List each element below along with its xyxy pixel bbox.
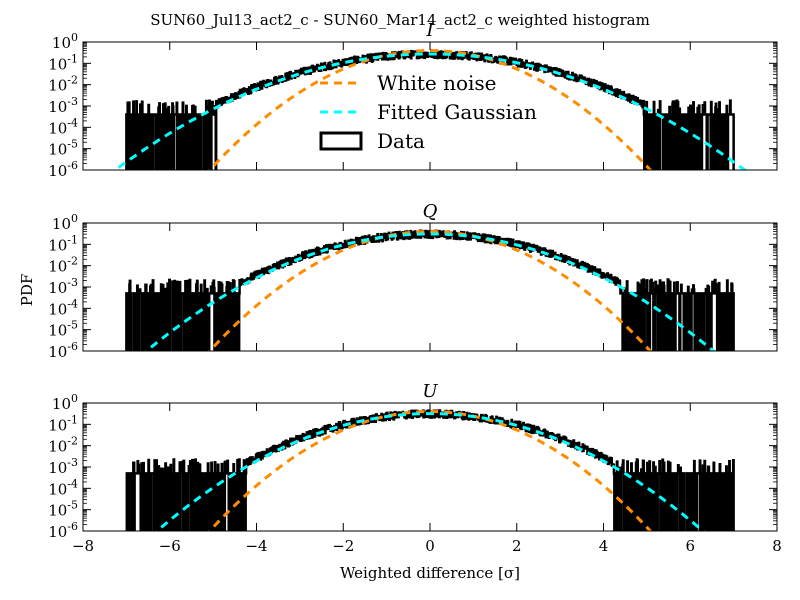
y-axis-label: PDF [18,274,36,307]
panel-title: I [425,20,434,41]
white-noise-curve [207,410,653,531]
x-tick-label: 8 [772,537,782,555]
legend-fitted-gaussian-label: Fitted Gaussian [377,100,537,124]
x-tick-label: 6 [685,537,695,555]
y-tick-label: 10-1 [48,413,78,434]
y-tick-label: 100 [52,212,78,233]
y-tick-label: 10-3 [48,95,78,116]
y-tick-label: 10-4 [48,477,78,498]
x-tick-label: 4 [599,537,609,555]
fitted-gaussian-curve [144,232,716,351]
data-histogram [125,229,735,351]
legend-white-noise-label: White noise [377,71,496,95]
x-tick-label: −8 [72,537,94,555]
y-tick-label: 10-5 [48,138,78,159]
legend: White noise Fitted Gaussian Data [319,71,537,153]
y-tick-label: 10-3 [48,276,78,297]
y-tick-label: 10-2 [48,74,78,95]
y-tick-label: 10-2 [48,435,78,456]
plot-area [125,229,735,351]
x-axis-label: Weighted difference [σ] [340,564,520,582]
y-tick-label: 10-1 [48,52,78,73]
white-noise-curve [207,49,653,170]
y-tick-label: 10-6 [48,340,78,361]
y-tick-label: 10-5 [48,319,78,340]
panel-title: Q [423,201,438,222]
x-tick-label: 0 [425,537,435,555]
y-tick-label: 10-3 [48,456,78,477]
fitted-gaussian-curve [154,412,706,531]
x-tick-label: −4 [245,537,267,555]
plot-area [125,409,735,531]
y-tick-label: 100 [52,392,78,413]
y-tick-label: 10-4 [48,297,78,318]
y-tick-label: 10-2 [48,255,78,276]
y-tick-label: 10-1 [48,233,78,254]
data-histogram [125,409,735,531]
x-tick-label: 2 [512,537,522,555]
y-tick-label: 10-6 [48,520,78,541]
y-tick-label: 10-4 [48,116,78,137]
fitted-gaussian-curve [112,52,748,170]
y-tick-label: 100 [52,31,78,52]
legend-data-label: Data [377,129,425,153]
x-tick-label: −6 [159,537,181,555]
x-tick-label: −2 [332,537,354,555]
y-tick-label: 10-6 [48,159,78,180]
panel-title: U [422,381,438,402]
white-noise-curve [207,230,653,351]
plot-area [112,49,748,170]
legend-data-swatch [319,131,363,151]
y-tick-label: 10-5 [48,499,78,520]
figure-suptitle: SUN60_Jul13_act2_c - SUN60_Mar14_act2_c … [150,11,650,29]
